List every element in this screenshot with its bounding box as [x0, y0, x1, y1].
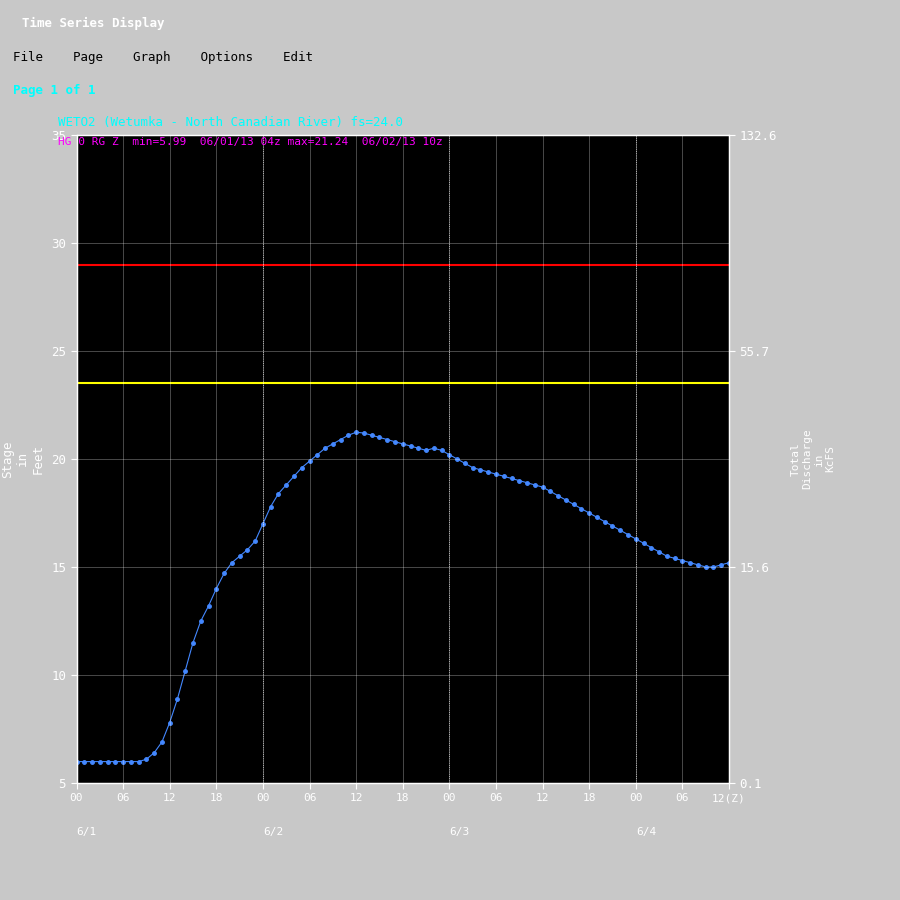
Text: HG 0 RG Z  min=5.99  06/01/13 04z max=21.24  06/02/13 10z: HG 0 RG Z min=5.99 06/01/13 04z max=21.2… — [58, 137, 443, 147]
Text: 6/2: 6/2 — [263, 827, 284, 837]
Text: 6/4: 6/4 — [635, 827, 656, 837]
Text: WETO2 (Wetumka - North Canadian River) fs=24.0: WETO2 (Wetumka - North Canadian River) f… — [58, 116, 403, 129]
Text: File    Page    Graph    Options    Edit: File Page Graph Options Edit — [14, 51, 313, 64]
Y-axis label: River
Stage
in
Feet: River Stage in Feet — [0, 440, 44, 478]
Text: 6/1: 6/1 — [76, 827, 97, 837]
Text: Time Series Display: Time Series Display — [22, 17, 165, 30]
Text: 6/3: 6/3 — [449, 827, 470, 837]
Y-axis label: Total
Discharge
in
KcFS: Total Discharge in KcFS — [791, 428, 835, 490]
Text: Page 1 of 1: Page 1 of 1 — [14, 85, 96, 97]
